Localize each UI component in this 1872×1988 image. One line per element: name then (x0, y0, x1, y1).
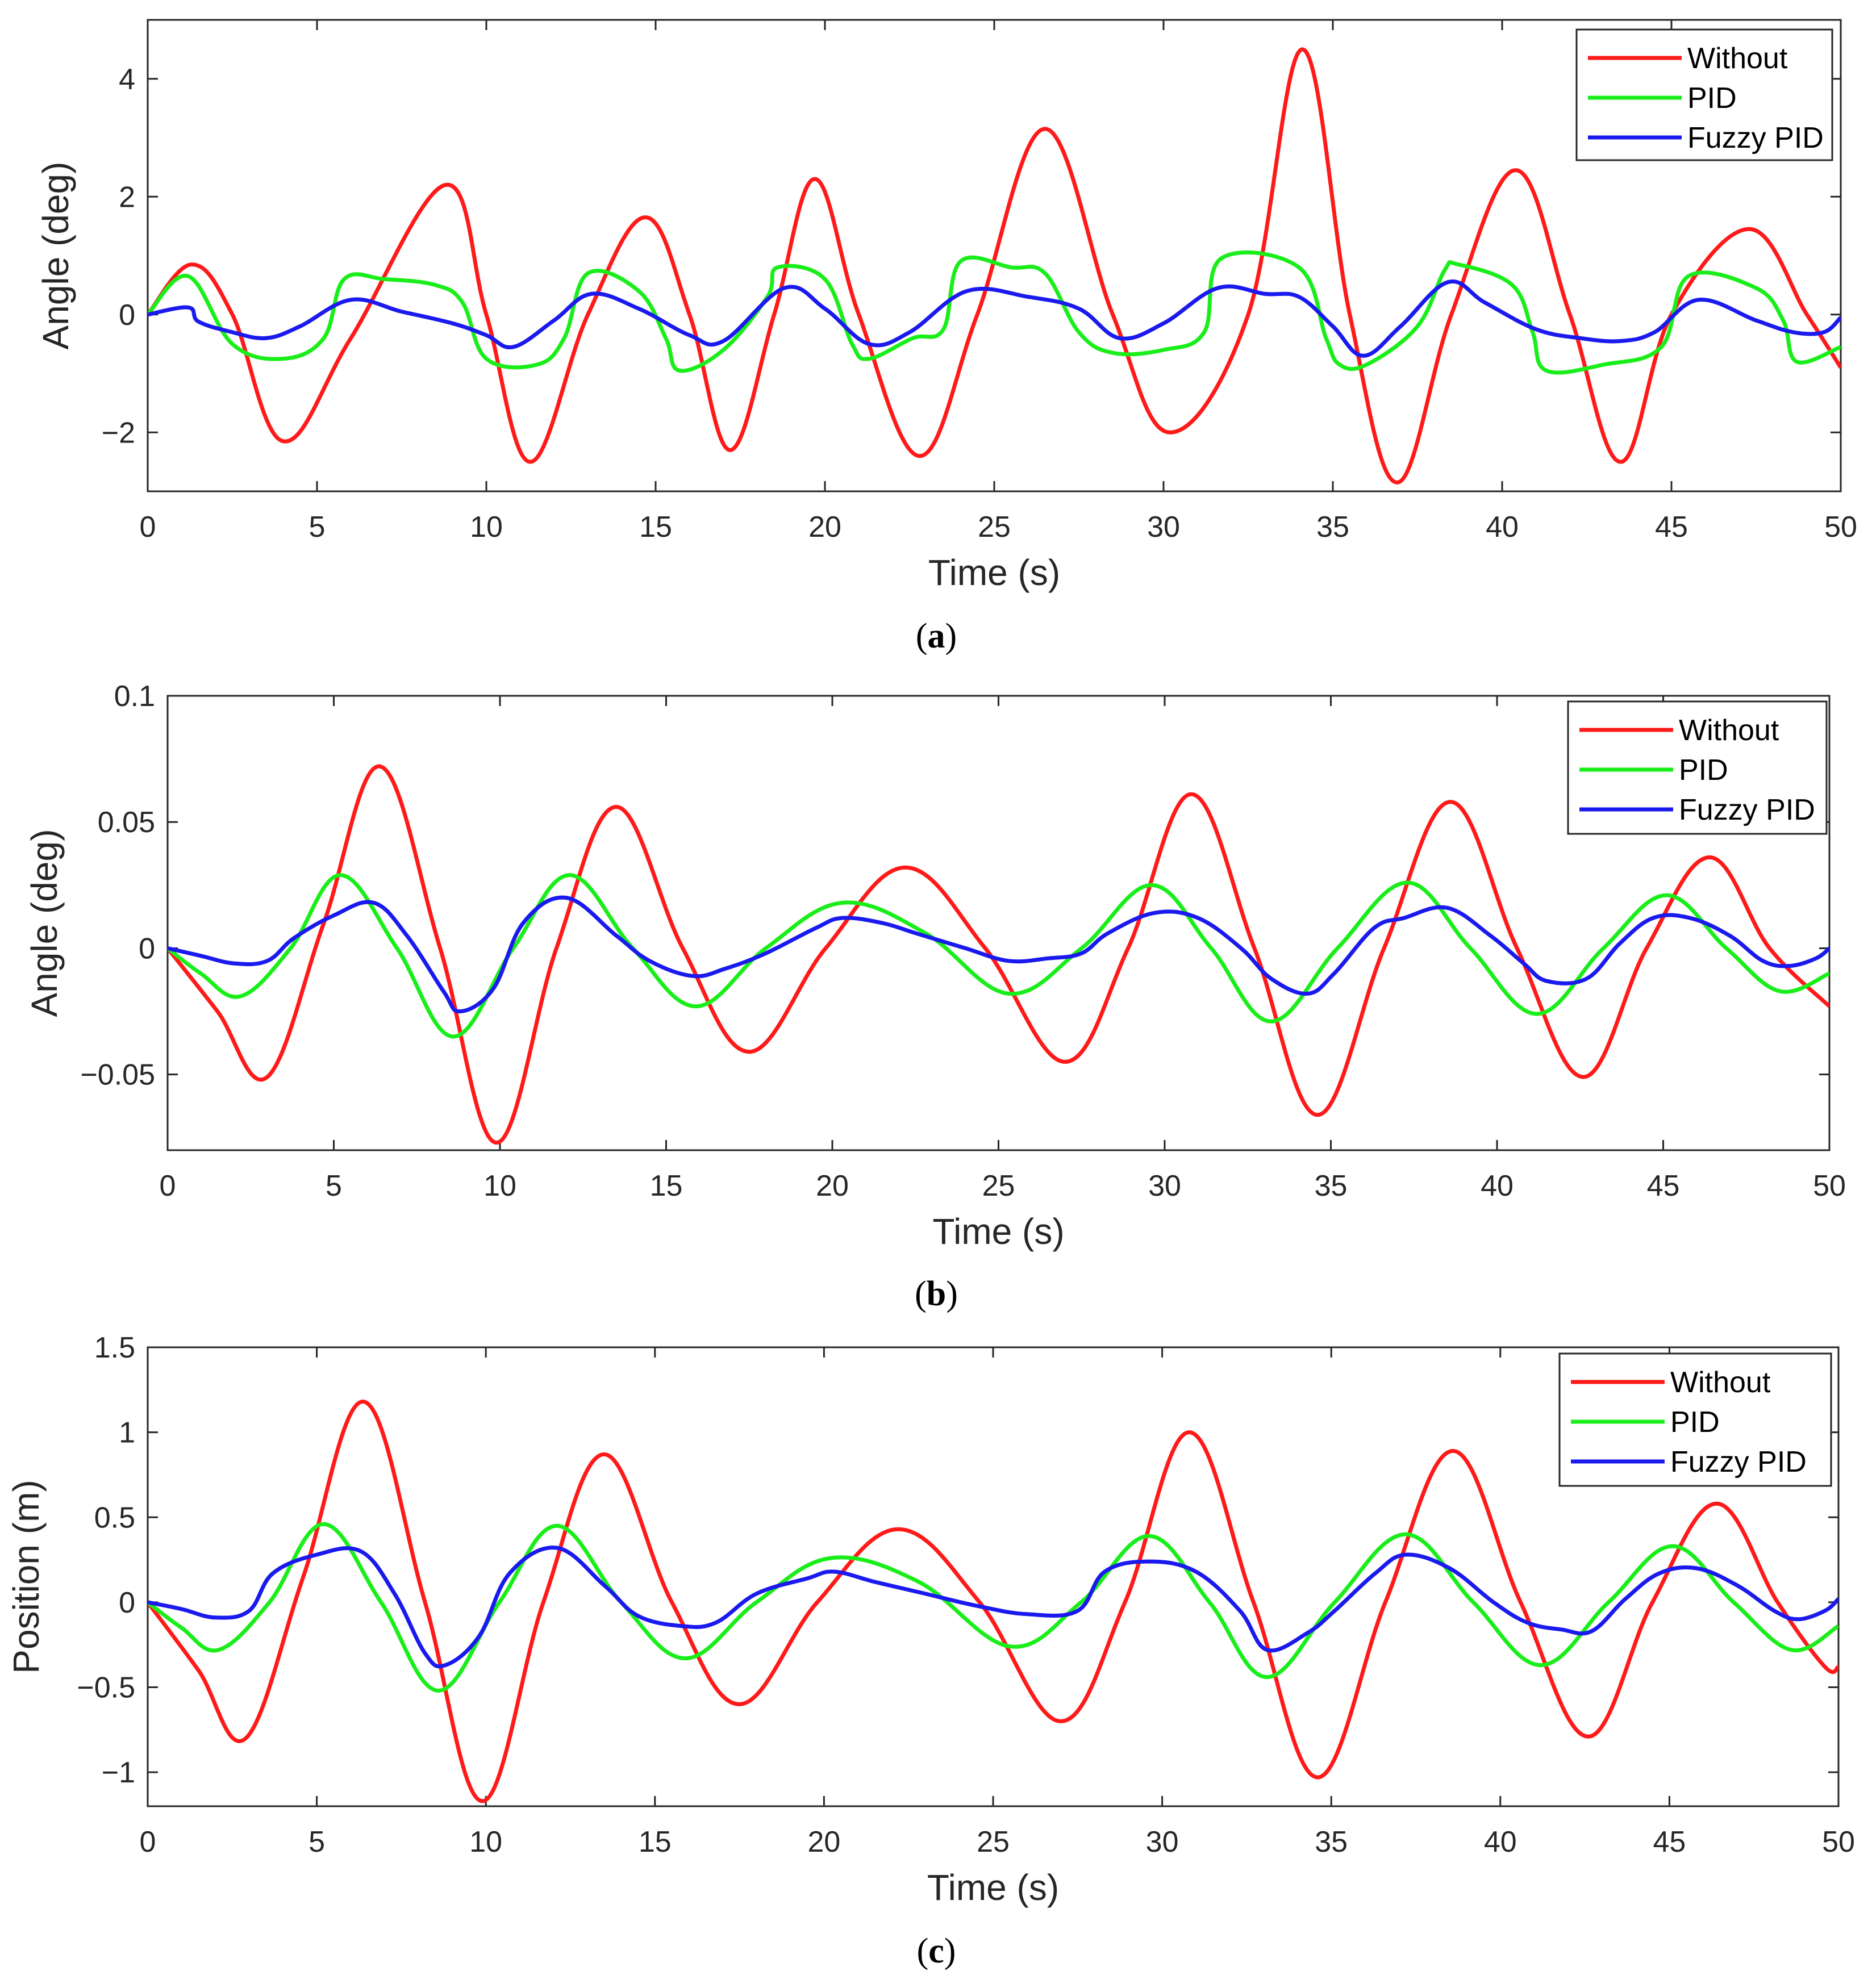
legend-label-without: Without (1679, 714, 1779, 747)
y-tick-label: 0 (119, 1586, 135, 1619)
series-line-fuzzy-pid (148, 1546, 1838, 1669)
series-line-pid (168, 873, 1829, 1039)
x-tick-label: 50 (1824, 511, 1857, 544)
caption-letter: b (927, 1275, 946, 1313)
x-tick-label: 15 (650, 1170, 683, 1202)
legend: Without PID Fuzzy PID (1575, 28, 1833, 161)
x-tick-label: 25 (982, 1170, 1015, 1202)
caption: (a) (916, 617, 957, 655)
x-tick-label: 45 (1655, 511, 1688, 544)
y-tick-label: 0.1 (114, 680, 155, 713)
series-line-fuzzy-pid (148, 279, 1841, 358)
x-tick-label: 20 (807, 1826, 840, 1858)
series-line-pid (148, 250, 1841, 375)
x-tick-label: 10 (469, 1826, 502, 1858)
y-tick-label: −0.05 (80, 1059, 155, 1092)
y-tick-label: −2 (102, 416, 135, 449)
x-tick-label: 0 (160, 1170, 176, 1202)
legend-label-without: Without (1687, 42, 1788, 75)
legend-label-fuzzy-pid: Fuzzy PID (1670, 1446, 1807, 1479)
x-tick-label: 20 (808, 511, 841, 544)
y-tick-label: −0.5 (77, 1672, 135, 1705)
legend-label-pid: PID (1687, 82, 1737, 115)
x-tick-label: 15 (639, 511, 672, 544)
x-axis-label: Time (s) (927, 1867, 1059, 1908)
x-tick-label: 10 (470, 511, 503, 544)
series-line-without (148, 47, 1841, 485)
y-axis-label: Angle (deg) (35, 162, 76, 350)
x-tick-label: 30 (1148, 1170, 1181, 1202)
x-tick-label: 20 (816, 1170, 849, 1202)
x-tick-label: 0 (140, 1826, 156, 1858)
x-tick-label: 45 (1647, 1170, 1680, 1202)
legend-label-fuzzy-pid: Fuzzy PID (1679, 793, 1815, 826)
x-tick-label: 50 (1813, 1170, 1846, 1202)
series-line-without (168, 764, 1829, 1145)
x-tick-label: 35 (1315, 1170, 1348, 1202)
series-line-fuzzy-pid (168, 895, 1829, 1014)
x-tick-label: 40 (1484, 1826, 1517, 1858)
y-tick-label: 1 (119, 1417, 135, 1450)
panel-b: 0 5 10 15 20 25 30 35 40 45 50 −0.05 0 0.05 0.1 Without… (24, 680, 1846, 1313)
x-axis-label: Time (s) (932, 1211, 1064, 1252)
caption-letter: a (928, 617, 945, 655)
series-group (168, 764, 1829, 1145)
x-tick-label: 40 (1486, 511, 1519, 544)
y-tick-label: 0.05 (98, 806, 155, 839)
legend-box (1575, 28, 1833, 161)
caption: (c) (917, 1932, 956, 1970)
plot-area: 0 5 10 15 20 25 30 35 40 45 50 −2 0 2 4 Without PID Fuzzy… (102, 19, 1857, 544)
y-axis-label: Angle (deg) (24, 829, 65, 1017)
legend-label-without: Without (1670, 1366, 1771, 1399)
legend-label-pid: PID (1679, 754, 1728, 787)
x-tick-label: 15 (639, 1826, 672, 1858)
y-tick-label: 1.5 (94, 1331, 135, 1364)
x-tick-label: 35 (1315, 1826, 1348, 1858)
y-tick-label: 0 (119, 299, 135, 332)
panel-a: 0 5 10 15 20 25 30 35 40 45 50 −2 0 2 4 Without PID Fuzzy… (35, 19, 1857, 655)
legend-label-pid: PID (1670, 1406, 1720, 1439)
x-tick-label: 45 (1653, 1826, 1686, 1858)
x-tick-label: 5 (309, 511, 326, 544)
y-tick-label: 0 (139, 932, 155, 965)
legend: Without PID Fuzzy PID (1558, 1352, 1832, 1487)
x-tick-label: 35 (1316, 511, 1349, 544)
plot-area: 0 5 10 15 20 25 30 35 40 45 50 −0.05 0 0.05 0.1 Without… (80, 680, 1846, 1202)
x-tick-label: 5 (326, 1170, 342, 1202)
x-tick-label: 30 (1146, 1826, 1179, 1858)
series-line-pid (148, 1522, 1838, 1693)
x-tick-label: 30 (1147, 511, 1180, 544)
series-group (148, 1400, 1838, 1803)
y-tick-label: −1 (102, 1756, 135, 1789)
legend: Without PID Fuzzy PID (1567, 700, 1828, 835)
y-tick-label: 2 (119, 181, 135, 214)
x-tick-label: 25 (978, 511, 1011, 544)
x-tick-label: 50 (1822, 1826, 1855, 1858)
y-tick-label: 0.5 (94, 1501, 135, 1534)
x-tick-label: 40 (1481, 1170, 1514, 1202)
plot-area: 0 5 10 15 20 25 30 35 40 45 50 −1 −0.5 0 0.5 1 1.5 Withou… (77, 1331, 1855, 1858)
panel-c: 0 5 10 15 20 25 30 35 40 45 50 −1 −0.5 0 0.5 1 1.5 Withou… (6, 1331, 1855, 1970)
y-axis-label: Position (m) (6, 1480, 47, 1673)
x-tick-label: 10 (483, 1170, 516, 1202)
y-tick-label: 4 (119, 63, 135, 96)
legend-label-fuzzy-pid: Fuzzy PID (1687, 122, 1824, 154)
series-group (148, 47, 1841, 485)
caption: (b) (915, 1275, 958, 1313)
x-tick-label: 25 (977, 1826, 1010, 1858)
x-axis-label: Time (s) (928, 552, 1060, 593)
x-tick-label: 0 (140, 511, 156, 544)
caption-letter: c (928, 1932, 944, 1970)
x-tick-label: 5 (308, 1826, 325, 1858)
